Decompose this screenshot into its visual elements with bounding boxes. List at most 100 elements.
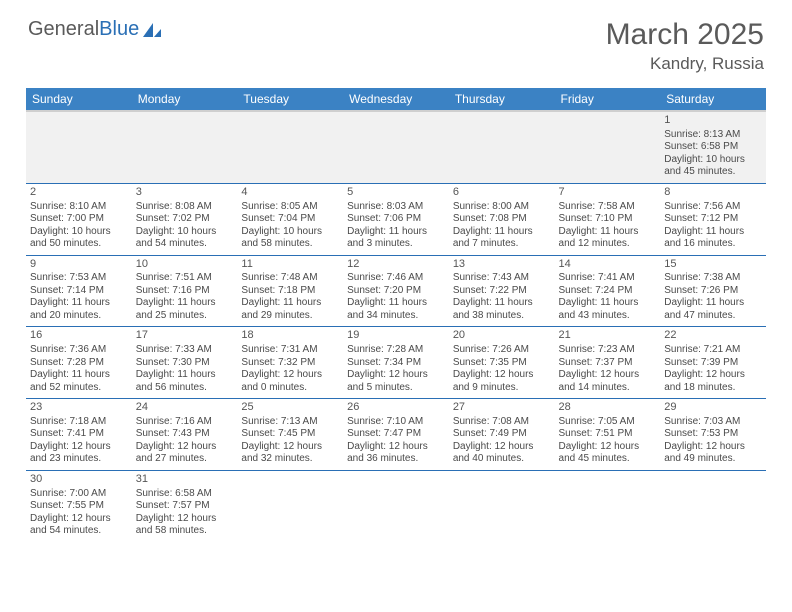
sunset-line: Sunset: 7:41 PM — [30, 428, 128, 441]
sunrise-line: Sunrise: 8:00 AM — [453, 201, 551, 214]
day-number: 13 — [453, 258, 551, 272]
calendar-cell: 18Sunrise: 7:31 AMSunset: 7:32 PMDayligh… — [237, 327, 343, 399]
day-number: 28 — [559, 401, 657, 415]
calendar-cell: 4Sunrise: 8:05 AMSunset: 7:04 PMDaylight… — [237, 183, 343, 255]
calendar-cell — [26, 111, 132, 183]
day-number: 2 — [30, 186, 128, 200]
sunset-line: Sunset: 7:39 PM — [664, 357, 762, 370]
sunset-line: Sunset: 7:32 PM — [241, 357, 339, 370]
logo-text-1: General — [28, 18, 99, 41]
title-block: March 2025 Kandry, Russia — [606, 18, 764, 74]
calendar-cell — [237, 111, 343, 183]
calendar-head: SundayMondayTuesdayWednesdayThursdayFrid… — [26, 88, 766, 111]
calendar-cell: 13Sunrise: 7:43 AMSunset: 7:22 PMDayligh… — [449, 255, 555, 327]
day-number: 5 — [347, 186, 445, 200]
daylight-line: Daylight: 12 hours and 27 minutes. — [136, 441, 234, 466]
day-number: 6 — [453, 186, 551, 200]
calendar-cell — [555, 111, 661, 183]
daylight-line: Daylight: 11 hours and 16 minutes. — [664, 226, 762, 251]
sunset-line: Sunset: 7:57 PM — [136, 500, 234, 513]
calendar-cell: 21Sunrise: 7:23 AMSunset: 7:37 PMDayligh… — [555, 327, 661, 399]
calendar-cell: 17Sunrise: 7:33 AMSunset: 7:30 PMDayligh… — [132, 327, 238, 399]
calendar-table: SundayMondayTuesdayWednesdayThursdayFrid… — [26, 88, 766, 542]
sunset-line: Sunset: 7:10 PM — [559, 213, 657, 226]
calendar-cell: 7Sunrise: 7:58 AMSunset: 7:10 PMDaylight… — [555, 183, 661, 255]
calendar-body: 1Sunrise: 8:13 AMSunset: 6:58 PMDaylight… — [26, 111, 766, 542]
daylight-line: Daylight: 12 hours and 49 minutes. — [664, 441, 762, 466]
sunrise-line: Sunrise: 7:10 AM — [347, 416, 445, 429]
daylight-line: Daylight: 12 hours and 18 minutes. — [664, 369, 762, 394]
sunrise-line: Sunrise: 7:56 AM — [664, 201, 762, 214]
sunset-line: Sunset: 7:16 PM — [136, 285, 234, 298]
calendar-cell — [343, 111, 449, 183]
sunset-line: Sunset: 6:58 PM — [664, 141, 762, 154]
calendar-cell — [132, 111, 238, 183]
daylight-line: Daylight: 12 hours and 14 minutes. — [559, 369, 657, 394]
daylight-line: Daylight: 10 hours and 45 minutes. — [664, 154, 762, 179]
day-header: Friday — [555, 88, 661, 111]
sunrise-line: Sunrise: 7:08 AM — [453, 416, 551, 429]
sunset-line: Sunset: 7:37 PM — [559, 357, 657, 370]
day-number: 3 — [136, 186, 234, 200]
day-number: 25 — [241, 401, 339, 415]
calendar-cell: 1Sunrise: 8:13 AMSunset: 6:58 PMDaylight… — [660, 111, 766, 183]
calendar-cell: 24Sunrise: 7:16 AMSunset: 7:43 PMDayligh… — [132, 399, 238, 471]
daylight-line: Daylight: 11 hours and 38 minutes. — [453, 297, 551, 322]
sunset-line: Sunset: 7:02 PM — [136, 213, 234, 226]
day-number: 30 — [30, 473, 128, 487]
day-number: 10 — [136, 258, 234, 272]
calendar-cell: 29Sunrise: 7:03 AMSunset: 7:53 PMDayligh… — [660, 399, 766, 471]
sunset-line: Sunset: 7:35 PM — [453, 357, 551, 370]
sunrise-line: Sunrise: 7:36 AM — [30, 344, 128, 357]
daylight-line: Daylight: 10 hours and 50 minutes. — [30, 226, 128, 251]
sunset-line: Sunset: 7:34 PM — [347, 357, 445, 370]
day-number: 11 — [241, 258, 339, 272]
calendar-cell: 30Sunrise: 7:00 AMSunset: 7:55 PMDayligh… — [26, 470, 132, 541]
day-number: 14 — [559, 258, 657, 272]
daylight-line: Daylight: 12 hours and 40 minutes. — [453, 441, 551, 466]
sunset-line: Sunset: 7:26 PM — [664, 285, 762, 298]
day-number: 12 — [347, 258, 445, 272]
daylight-line: Daylight: 11 hours and 56 minutes. — [136, 369, 234, 394]
sunset-line: Sunset: 7:04 PM — [241, 213, 339, 226]
daylight-line: Daylight: 11 hours and 34 minutes. — [347, 297, 445, 322]
daylight-line: Daylight: 11 hours and 29 minutes. — [241, 297, 339, 322]
sunset-line: Sunset: 7:45 PM — [241, 428, 339, 441]
calendar-cell: 14Sunrise: 7:41 AMSunset: 7:24 PMDayligh… — [555, 255, 661, 327]
day-header: Tuesday — [237, 88, 343, 111]
sunset-line: Sunset: 7:08 PM — [453, 213, 551, 226]
sunrise-line: Sunrise: 7:23 AM — [559, 344, 657, 357]
sunrise-line: Sunrise: 7:28 AM — [347, 344, 445, 357]
daylight-line: Daylight: 12 hours and 58 minutes. — [136, 513, 234, 538]
day-header: Monday — [132, 88, 238, 111]
sunrise-line: Sunrise: 7:48 AM — [241, 272, 339, 285]
sunrise-line: Sunrise: 8:05 AM — [241, 201, 339, 214]
calendar-cell: 3Sunrise: 8:08 AMSunset: 7:02 PMDaylight… — [132, 183, 238, 255]
sunset-line: Sunset: 7:18 PM — [241, 285, 339, 298]
sunrise-line: Sunrise: 8:08 AM — [136, 201, 234, 214]
sunrise-line: Sunrise: 7:00 AM — [30, 488, 128, 501]
day-header: Thursday — [449, 88, 555, 111]
calendar-cell: 31Sunrise: 6:58 AMSunset: 7:57 PMDayligh… — [132, 470, 238, 541]
sunrise-line: Sunrise: 7:43 AM — [453, 272, 551, 285]
sunset-line: Sunset: 7:53 PM — [664, 428, 762, 441]
day-number: 7 — [559, 186, 657, 200]
day-number: 26 — [347, 401, 445, 415]
daylight-line: Daylight: 11 hours and 7 minutes. — [453, 226, 551, 251]
calendar-cell — [449, 111, 555, 183]
day-number: 29 — [664, 401, 762, 415]
calendar-cell — [660, 470, 766, 541]
daylight-line: Daylight: 12 hours and 54 minutes. — [30, 513, 128, 538]
day-header: Saturday — [660, 88, 766, 111]
sunset-line: Sunset: 7:55 PM — [30, 500, 128, 513]
day-number: 18 — [241, 329, 339, 343]
daylight-line: Daylight: 12 hours and 45 minutes. — [559, 441, 657, 466]
sunrise-line: Sunrise: 7:31 AM — [241, 344, 339, 357]
daylight-line: Daylight: 11 hours and 20 minutes. — [30, 297, 128, 322]
sunrise-line: Sunrise: 6:58 AM — [136, 488, 234, 501]
calendar-cell: 22Sunrise: 7:21 AMSunset: 7:39 PMDayligh… — [660, 327, 766, 399]
sunrise-line: Sunrise: 7:16 AM — [136, 416, 234, 429]
sunrise-line: Sunrise: 8:03 AM — [347, 201, 445, 214]
daylight-line: Daylight: 12 hours and 32 minutes. — [241, 441, 339, 466]
calendar-cell: 23Sunrise: 7:18 AMSunset: 7:41 PMDayligh… — [26, 399, 132, 471]
